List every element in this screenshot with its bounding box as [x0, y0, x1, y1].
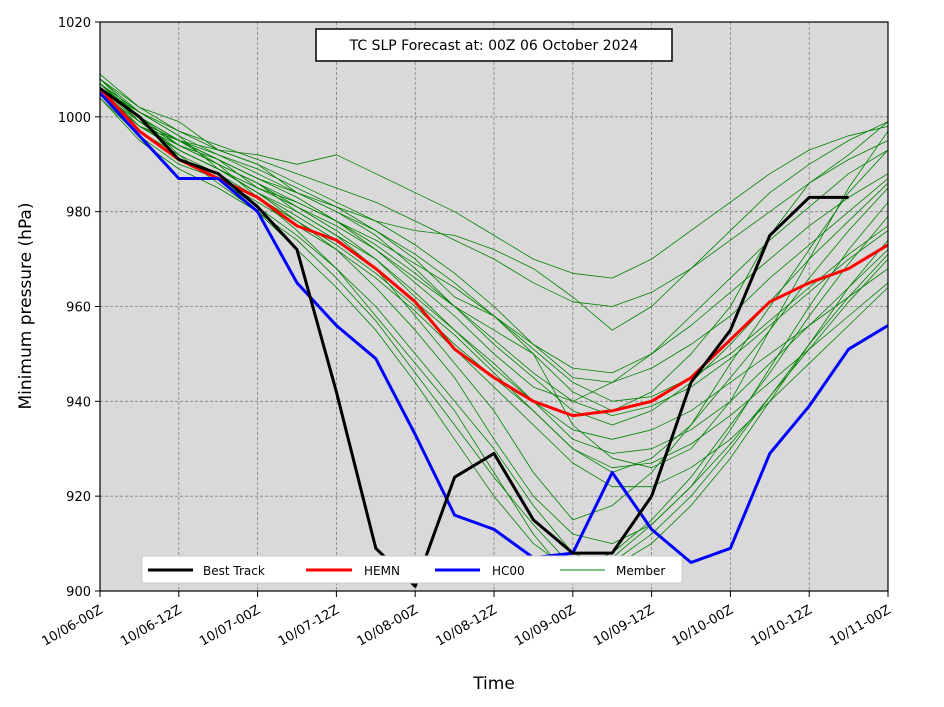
member-line-14 — [100, 88, 888, 279]
hc00-line — [100, 92, 888, 564]
legend-label-member: Member — [616, 564, 665, 578]
y-tick-label: 940 — [66, 395, 91, 410]
y-tick-label: 1000 — [58, 111, 91, 126]
member-line-17 — [100, 88, 888, 469]
member-line-12 — [100, 83, 888, 331]
x-tick-label: 10/10-00Z — [670, 603, 736, 650]
member-line-15 — [100, 97, 888, 568]
member-line-10 — [100, 78, 888, 383]
title-box — [315, 28, 673, 62]
member-line-18 — [100, 92, 888, 417]
x-tick-label: 10/10-12Z — [749, 603, 815, 650]
member-line-22 — [100, 83, 888, 402]
y-tick-label: 960 — [66, 301, 91, 316]
grid-lines — [100, 22, 888, 591]
y-axis-label: Minimum pressure (hPa) — [16, 203, 36, 410]
legend-label-best-track: Best Track — [203, 564, 265, 578]
x-tick-label: 10/09-12Z — [591, 603, 657, 650]
member-series-group — [100, 73, 888, 582]
y-tick-label: 980 — [66, 206, 91, 221]
member-line-21 — [100, 92, 888, 440]
x-tick-label: 10/06-12Z — [118, 603, 184, 650]
y-tick-label: 920 — [66, 490, 91, 505]
member-line-3 — [100, 88, 888, 412]
legend-label-hemn: HEMN — [364, 564, 400, 578]
x-axis-ticks: 10/06-00Z 10/06-12Z 10/07-00Z 10/07-12Z 10/0… — [39, 591, 894, 650]
main-series-group — [100, 87, 888, 588]
y-tick-label: 900 — [66, 585, 91, 600]
x-tick-label: 10/11-00Z — [827, 603, 893, 650]
x-tick-label: 10/06-00Z — [39, 603, 105, 650]
legend: Best Track HEMN HC00 Member — [141, 555, 683, 584]
best-track-line — [100, 87, 849, 588]
x-tick-label: 10/07-12Z — [276, 603, 342, 650]
member-line-20 — [100, 88, 888, 307]
x-tick-label: 10/09-00Z — [512, 603, 578, 650]
chart-title: TC SLP Forecast at: 00Z 06 October 2024 — [349, 38, 639, 54]
legend-box — [141, 555, 683, 584]
y-tick-label: 1020 — [58, 16, 91, 31]
y-axis-ticks: 900 920 940 960 980 1000 1020 — [58, 16, 100, 600]
member-line-19 — [100, 78, 888, 573]
legend-label-hc00: HC00 — [492, 564, 525, 578]
x-axis-label: Time — [472, 674, 515, 694]
x-tick-label: 10/07-00Z — [197, 603, 263, 650]
x-tick-label: 10/08-00Z — [355, 603, 421, 650]
x-tick-label: 10/08-12Z — [433, 603, 499, 650]
